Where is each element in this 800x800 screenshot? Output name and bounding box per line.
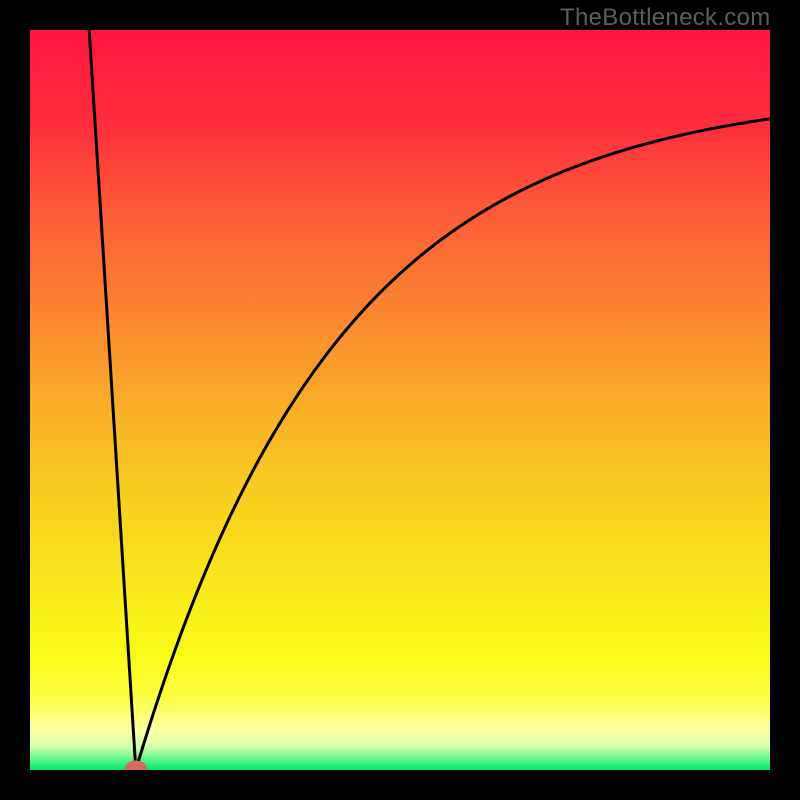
watermark-text: TheBottleneck.com [560, 4, 771, 32]
chart-frame: TheBottleneck.com [0, 0, 800, 800]
chart-canvas [0, 0, 800, 800]
